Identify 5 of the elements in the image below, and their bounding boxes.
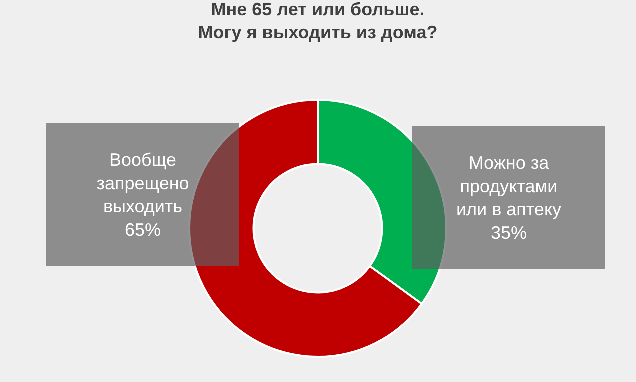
data-label: 65% [124, 220, 162, 240]
data-label: 35% [490, 223, 528, 244]
chart-title: Мне 65 лет или больше. Могу я выходить из дома? [198, 0, 438, 43]
slice-label: Вообще запрещено выходить [96, 150, 190, 217]
slice-label: Можно за продуктами или в аптеку [456, 152, 562, 220]
